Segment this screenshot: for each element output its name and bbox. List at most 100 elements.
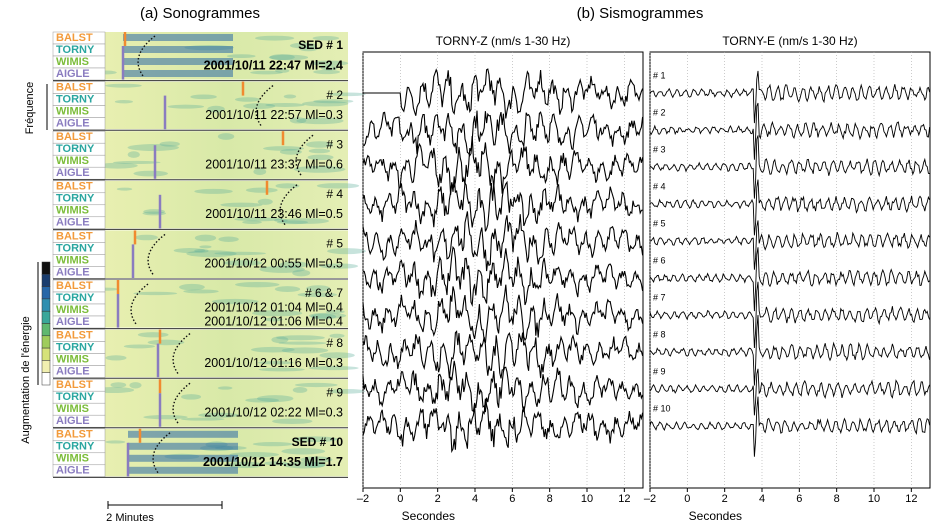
sonogram-streak <box>223 260 263 266</box>
event-details: 2001/10/12 01:06 Ml=0.4 <box>204 314 343 328</box>
x-tick-label: 0 <box>684 493 690 505</box>
sonogram-energy <box>123 58 233 65</box>
sonogram-streak <box>325 309 345 314</box>
station-label: AIGLE <box>56 465 90 477</box>
sonogram-energy <box>123 46 233 53</box>
station-label: BALST <box>56 32 93 44</box>
x-tick-label: –2 <box>644 493 656 505</box>
seismogram-trace <box>649 220 930 270</box>
plot-title: TORNY-E (nm/s 1-30 Hz) <box>722 34 857 48</box>
seismogram-trace <box>649 135 930 199</box>
panel-b-title: (b) Sismogrammes <box>577 5 704 22</box>
x-tick-label: 8 <box>834 493 840 505</box>
sonogram-streak <box>257 198 273 205</box>
sonogram-streak <box>110 382 127 388</box>
sonogram-streak <box>327 388 366 394</box>
station-bg <box>52 67 106 81</box>
sonogram-streak <box>234 217 284 222</box>
station-label: WIMIS <box>56 254 89 266</box>
energy-swatch <box>41 261 51 275</box>
station-label: TORNY <box>56 391 95 403</box>
sonogram-streak <box>116 187 133 191</box>
panel-b: TORNY-Z (nm/s 1-30 Hz) Secondes –2 0 2 4 6 8 10 1… <box>357 34 931 523</box>
sonogram-streak <box>281 347 329 354</box>
station-label: BALST <box>56 280 93 292</box>
plot-title: TORNY-Z (nm/s 1-30 Hz) <box>436 34 571 48</box>
sonogram-streak <box>105 83 142 88</box>
sonogram-streak <box>217 133 235 140</box>
sonogram-streak <box>310 313 337 320</box>
event-details: 2001/10/11 23:37 Ml=0.6 <box>205 157 343 171</box>
plot-frame <box>362 51 644 489</box>
station-label: WIMIS <box>56 155 89 167</box>
trace-label: # 10 <box>653 403 671 413</box>
sonogram-streak <box>283 94 297 99</box>
seismogram-trace <box>649 314 931 386</box>
sonogram-streak <box>289 42 317 49</box>
sonogram-streak <box>220 202 263 208</box>
sonogram-streak <box>292 436 338 443</box>
station-bg <box>52 166 106 180</box>
seismogram-trace <box>362 330 644 379</box>
sonogram-streak <box>312 35 340 41</box>
sonogram-streak <box>127 144 179 152</box>
energy-swatch <box>41 323 51 337</box>
sonogram-streak <box>173 248 206 254</box>
trace-label: # 4 <box>653 181 666 191</box>
sonogram-streak <box>105 355 127 361</box>
event-details: 2001/10/11 23:46 Ml=0.5 <box>205 207 343 221</box>
sonogram-streak <box>190 94 217 100</box>
event-number: # 2 <box>326 88 343 102</box>
event-number: # 5 <box>326 237 343 251</box>
sonogram-streak <box>279 148 302 155</box>
station-label: WIMIS <box>56 403 89 415</box>
dispersion-curve <box>279 184 298 226</box>
trace-label: # 5 <box>653 218 666 228</box>
sonogram-streak <box>329 333 345 338</box>
station-label: TORNY <box>56 342 95 354</box>
sonogram-streak <box>194 248 209 253</box>
sonogram-streak <box>281 448 326 455</box>
trace-label: # 7 <box>653 292 666 302</box>
station-label: WIMIS <box>56 106 89 118</box>
sonogram-streak <box>181 394 202 400</box>
station-label: TORNY <box>56 292 95 304</box>
sonogram-streak <box>252 441 294 447</box>
x-tick-label: 4 <box>472 493 478 505</box>
sonogram-streak <box>179 283 205 291</box>
station-bg <box>52 414 106 428</box>
station-bg <box>52 365 106 378</box>
sonogram-streak <box>307 154 334 161</box>
sonogram-streak <box>263 317 283 322</box>
station-label: WIMIS <box>56 453 89 465</box>
sonogram-streak <box>226 461 264 469</box>
seismogram-trace <box>362 176 643 232</box>
sonogram-streak <box>269 54 295 61</box>
sonogram-streak <box>313 69 341 75</box>
sonogram-streak <box>292 269 311 277</box>
station-label: AIGLE <box>56 118 90 130</box>
event-details: 2001/10/12 00:55 Ml=0.5 <box>204 257 343 271</box>
sonogram-streak <box>214 251 267 256</box>
dispersion-curve <box>172 382 191 424</box>
frequency-label: Fréquence <box>24 82 36 135</box>
seismogram-trace <box>362 110 644 157</box>
sonogram-streak <box>268 54 309 61</box>
x-tick-label: 2 <box>722 493 728 505</box>
sonogram <box>105 131 348 179</box>
seismogram-trace <box>649 396 931 457</box>
sonogram <box>105 379 348 427</box>
energy-swatch <box>41 310 51 324</box>
sonogram-streak <box>259 265 306 273</box>
station-label: AIGLE <box>56 266 90 278</box>
sonogram-streak <box>274 286 301 293</box>
event-number: # 9 <box>326 385 343 399</box>
dispersion-curve <box>137 35 156 77</box>
sonogram-streak <box>105 440 126 444</box>
sonogram-streak <box>282 461 326 469</box>
seismogram-trace <box>649 368 931 416</box>
event-number: SED # 1 <box>298 38 343 52</box>
x-tick-label: 6 <box>509 493 515 505</box>
event-details: 2001/10/11 22:47 Ml=2.4 <box>204 58 343 72</box>
